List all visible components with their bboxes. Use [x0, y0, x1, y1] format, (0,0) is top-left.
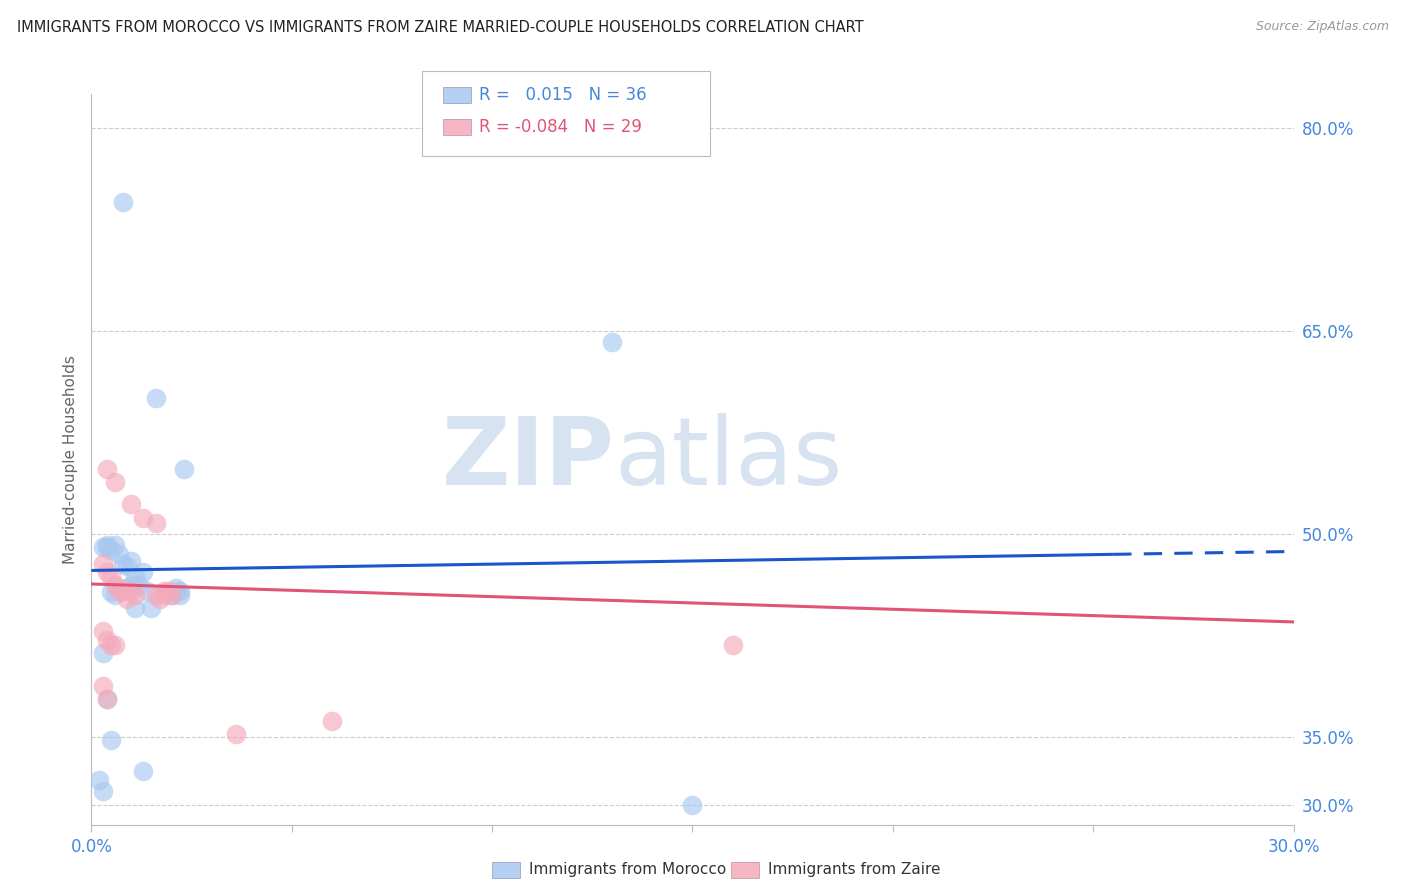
Point [104, 588, 127, 602]
Point [225, 727, 247, 741]
Point [117, 581, 139, 595]
Point [93, 541, 115, 555]
Point [152, 583, 174, 598]
Point [100, 570, 122, 584]
Point [93, 624, 115, 639]
Point [96, 632, 118, 647]
Point [145, 392, 167, 406]
Point [93, 646, 115, 660]
Point [117, 591, 139, 606]
Point [136, 583, 159, 598]
Text: R =   0.015   N = 36: R = 0.015 N = 36 [479, 87, 647, 104]
Point [132, 510, 155, 524]
Text: Immigrants from Morocco: Immigrants from Morocco [529, 863, 725, 877]
Point [121, 578, 143, 592]
Point [160, 588, 183, 602]
Point [96, 538, 118, 552]
Point [152, 588, 174, 602]
Point [96, 692, 118, 706]
Point [128, 578, 150, 592]
Point [104, 538, 127, 552]
Point [112, 194, 135, 209]
Point [89, 773, 111, 788]
Text: IMMIGRANTS FROM MOROCCO VS IMMIGRANTS FROM ZAIRE MARRIED-COUPLE HOUSEHOLDS CORRE: IMMIGRANTS FROM MOROCCO VS IMMIGRANTS FR… [17, 20, 863, 35]
Point [100, 732, 122, 747]
Point [96, 541, 118, 555]
Point [160, 588, 183, 602]
Point [100, 638, 122, 652]
Point [148, 591, 170, 606]
Point [108, 581, 131, 595]
Point [173, 462, 195, 476]
Point [121, 497, 143, 511]
Point [121, 554, 143, 568]
Point [165, 581, 187, 595]
Text: atlas: atlas [614, 413, 842, 506]
Point [721, 638, 744, 652]
Text: R = -0.084   N = 29: R = -0.084 N = 29 [479, 118, 643, 136]
Point [156, 583, 179, 598]
Point [100, 585, 122, 599]
Point [112, 557, 135, 571]
Point [602, 334, 624, 349]
Point [145, 516, 167, 530]
Point [112, 583, 135, 598]
Point [681, 797, 703, 812]
Point [93, 784, 115, 798]
Point [117, 559, 139, 574]
Point [169, 583, 191, 598]
Point [121, 583, 143, 598]
Point [124, 570, 146, 584]
Point [141, 601, 163, 615]
Point [104, 578, 127, 592]
Text: Source: ZipAtlas.com: Source: ZipAtlas.com [1256, 20, 1389, 33]
Point [93, 557, 115, 571]
Y-axis label: Married-couple Households: Married-couple Households [62, 355, 77, 564]
Point [96, 692, 118, 706]
Point [124, 601, 146, 615]
Point [100, 543, 122, 558]
Point [96, 462, 118, 476]
Text: Immigrants from Zaire: Immigrants from Zaire [768, 863, 941, 877]
Point [108, 547, 131, 561]
Point [108, 583, 131, 598]
Point [124, 588, 146, 602]
Point [145, 588, 167, 602]
Point [93, 679, 115, 693]
Point [104, 475, 127, 490]
Point [321, 714, 343, 728]
Point [165, 583, 187, 598]
Point [169, 588, 191, 602]
Text: ZIP: ZIP [441, 413, 614, 506]
Point [132, 764, 155, 778]
Point [104, 638, 127, 652]
Point [132, 565, 155, 579]
Point [96, 565, 118, 579]
